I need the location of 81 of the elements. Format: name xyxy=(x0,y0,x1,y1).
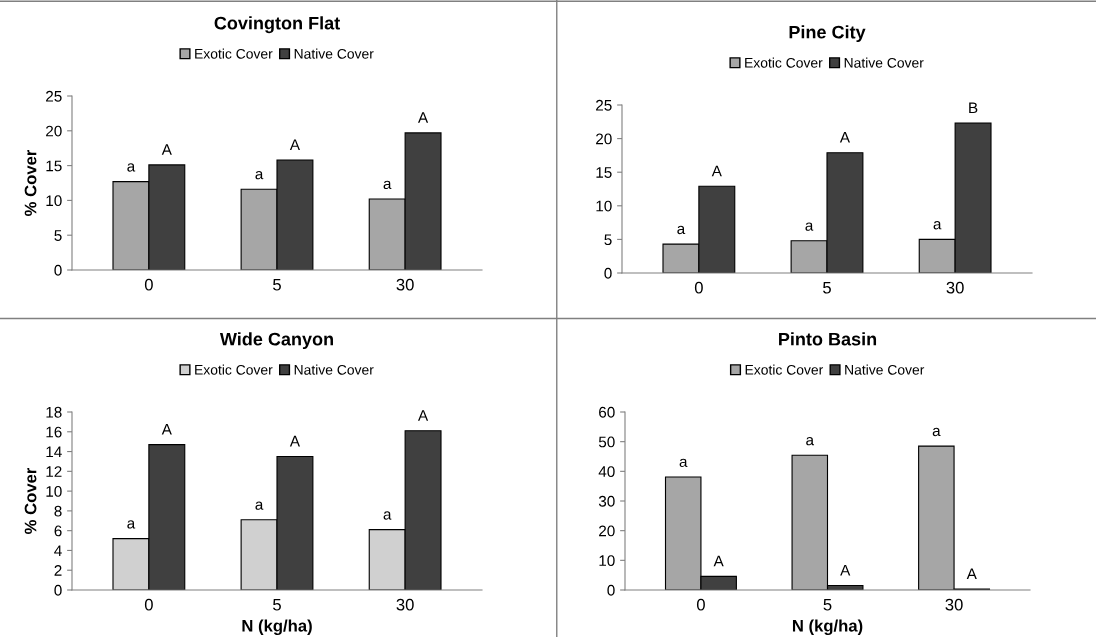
y-tick-label: 10 xyxy=(46,485,62,497)
y-tick-label: 0 xyxy=(604,267,612,279)
y-tick-label: 60 xyxy=(599,406,615,418)
y-tick-label: 8 xyxy=(54,505,62,517)
y-tick-label: 10 xyxy=(599,555,615,567)
chart-title: Covington Flat xyxy=(214,16,340,34)
y-tick-label: 18 xyxy=(46,406,62,418)
x-tick-label: 5 xyxy=(273,598,281,611)
data-label: A xyxy=(161,144,172,155)
y-tick-label: 5 xyxy=(54,230,62,241)
data-label: A xyxy=(418,410,429,421)
data-label: a xyxy=(677,225,686,235)
x-axis-title: N (kg/ha) xyxy=(242,619,312,636)
data-label: a xyxy=(932,427,941,437)
y-tick-label: 4 xyxy=(54,545,62,556)
x-tick-label: 30 xyxy=(946,281,964,294)
y-tick-label: 10 xyxy=(46,195,62,207)
legend-label: Exotic Cover xyxy=(745,57,823,68)
y-tick-label: 16 xyxy=(46,426,62,438)
y-tick-label: 15 xyxy=(46,160,62,172)
data-label: A xyxy=(840,564,851,576)
x-tick-label: 0 xyxy=(144,278,153,291)
chart-title: Pine City xyxy=(789,25,866,43)
y-tick-label: 0 xyxy=(54,264,62,276)
data-label: A xyxy=(418,112,429,123)
y-tick-label: 5 xyxy=(604,234,612,246)
x-tick-label: 30 xyxy=(945,598,963,611)
y-tick-label: 30 xyxy=(598,495,615,507)
data-label: a xyxy=(933,221,942,230)
legend-label: Native Cover xyxy=(294,48,374,59)
legend-label: Exotic Cover xyxy=(195,364,273,375)
data-label: A xyxy=(713,555,724,567)
x-tick-label: 30 xyxy=(396,598,414,611)
legend-label: Native Cover xyxy=(844,57,924,68)
legend-label: Native Cover xyxy=(294,364,374,375)
y-tick-label: 20 xyxy=(596,133,612,145)
data-label: a xyxy=(127,163,136,172)
data-label: a xyxy=(255,501,264,510)
data-label: a xyxy=(679,458,688,468)
x-tick-label: 5 xyxy=(273,278,281,291)
y-tick-label: 14 xyxy=(46,446,62,458)
y-tick-label: 25 xyxy=(596,99,612,111)
data-label: A xyxy=(161,424,172,435)
data-label: B xyxy=(969,102,978,114)
x-tick-label: 0 xyxy=(694,281,703,294)
data-label: A xyxy=(289,435,300,447)
data-label: A xyxy=(711,165,722,177)
data-label: a xyxy=(383,180,392,190)
y-tick-label: 50 xyxy=(598,436,615,448)
data-label: A xyxy=(966,568,977,579)
legend-label: Exotic Cover xyxy=(745,364,824,375)
legend-label: Native Cover xyxy=(845,364,925,375)
x-tick-label: 5 xyxy=(823,281,831,294)
data-label: A xyxy=(839,132,850,143)
x-tick-label: 0 xyxy=(696,598,705,611)
y-tick-label: 12 xyxy=(46,466,62,477)
data-label: A xyxy=(289,139,300,150)
y-tick-label: 0 xyxy=(54,584,62,596)
x-tick-label: 5 xyxy=(823,598,832,611)
data-label: a xyxy=(127,520,136,529)
data-label: a xyxy=(806,436,815,446)
y-tick-label: 20 xyxy=(599,525,615,537)
y-tick-label: 6 xyxy=(54,525,62,537)
y-tick-label: 40 xyxy=(598,466,615,478)
data-label: a xyxy=(805,222,814,231)
y-axis-title: % Cover xyxy=(24,149,37,216)
data-label: a xyxy=(255,170,264,180)
y-tick-label: 2 xyxy=(54,565,62,576)
y-tick-label: 20 xyxy=(46,125,62,137)
y-tick-label: 25 xyxy=(46,90,62,102)
y-tick-label: 15 xyxy=(596,167,612,178)
y-axis-title: % Cover xyxy=(24,467,37,534)
chart-title: Wide Canyon xyxy=(219,332,333,350)
chart-title: Pinto Basin xyxy=(779,332,877,346)
x-tick-label: 30 xyxy=(396,278,414,291)
y-tick-label: 10 xyxy=(596,200,612,212)
legend-label: Exotic Cover xyxy=(195,48,273,59)
x-tick-label: 0 xyxy=(144,598,153,611)
x-axis-title: N (kg/ha) xyxy=(792,619,863,636)
data-label: a xyxy=(383,511,392,520)
y-tick-label: 0 xyxy=(607,584,615,596)
